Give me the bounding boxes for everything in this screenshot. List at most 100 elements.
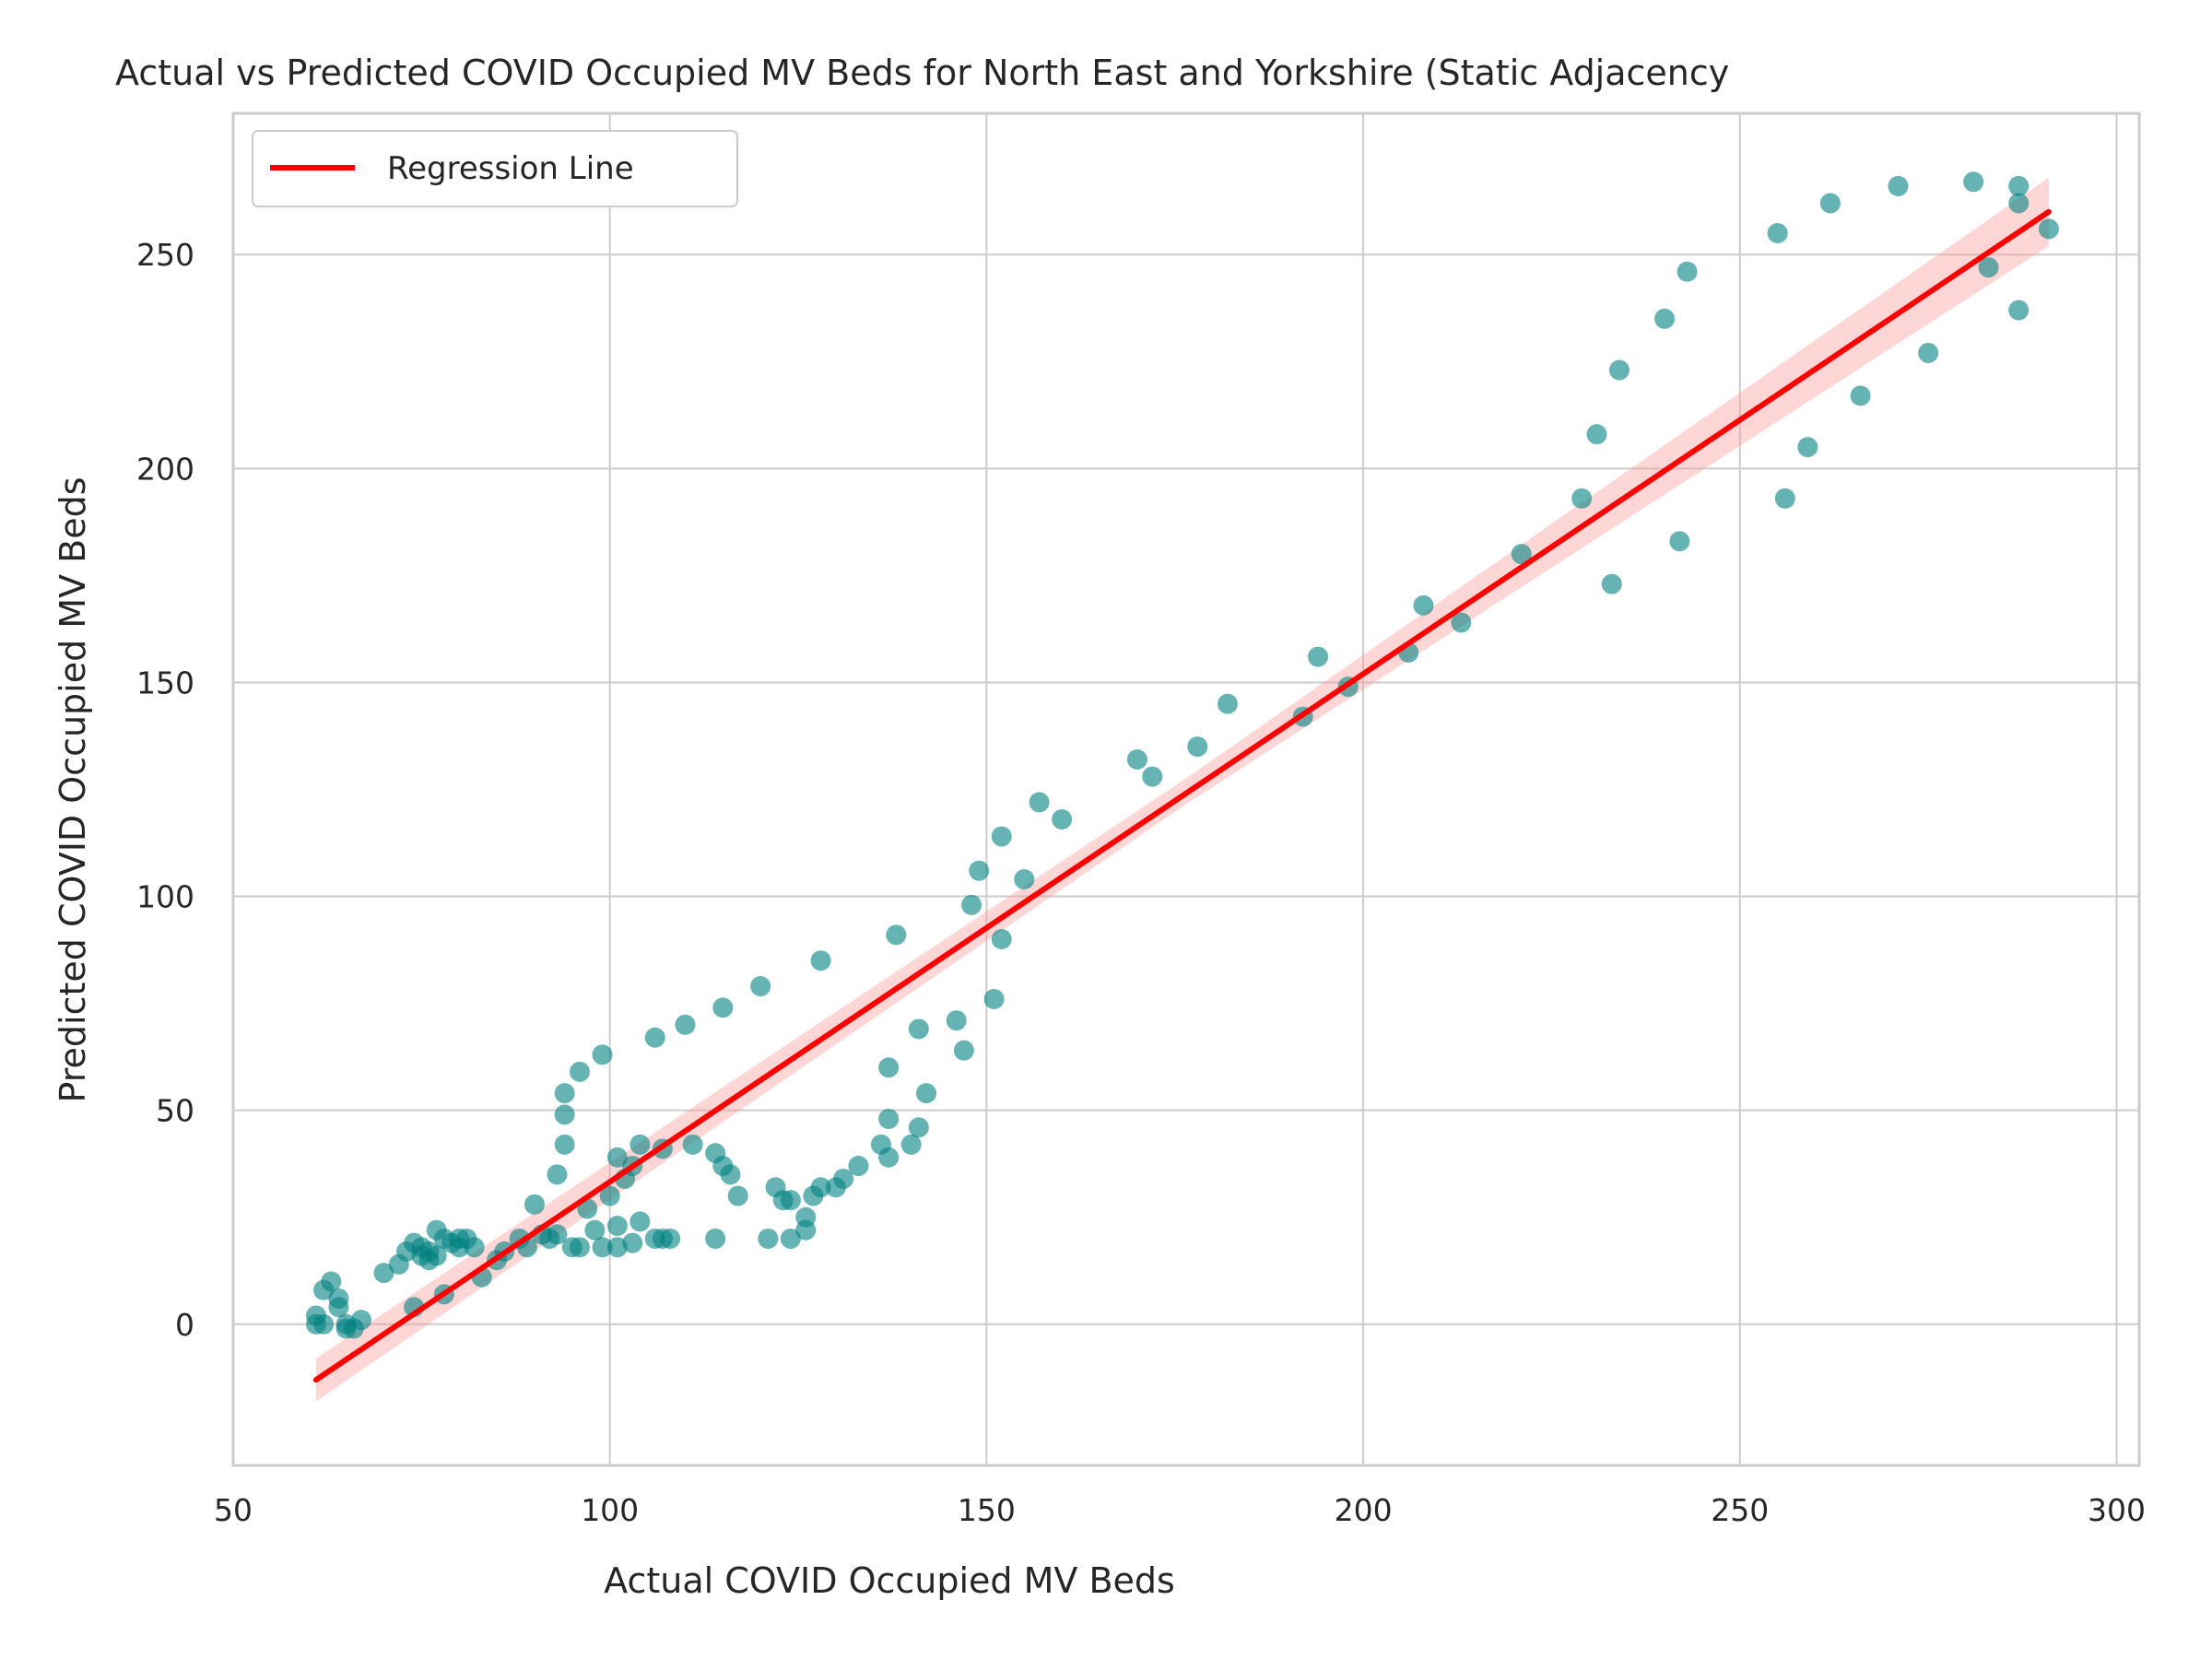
data-point [1586, 424, 1607, 445]
data-point [961, 894, 982, 915]
data-point [606, 1216, 628, 1237]
data-point [2008, 193, 2030, 214]
data-point [554, 1083, 575, 1104]
data-point [983, 988, 1005, 1009]
y-tick-label: 100 [136, 879, 194, 915]
data-point [1052, 808, 1073, 830]
data-point [1819, 193, 1841, 214]
data-point [570, 1061, 590, 1082]
data-point [969, 860, 990, 881]
x-tick-label: 150 [958, 1492, 1016, 1528]
data-point [758, 1228, 779, 1249]
data-point [547, 1224, 568, 1245]
data-point [848, 1156, 869, 1177]
data-point [1888, 175, 1909, 196]
data-point [584, 1219, 606, 1241]
data-point [878, 1147, 900, 1168]
data-point [547, 1164, 568, 1185]
data-point [1918, 342, 1939, 363]
data-point [2008, 175, 2030, 196]
data-point [991, 826, 1012, 847]
data-point [524, 1194, 545, 1215]
data-point [1774, 488, 1795, 509]
data-point [1014, 868, 1035, 889]
data-point [1217, 693, 1238, 714]
data-point [606, 1147, 628, 1168]
y-tick-label: 150 [136, 665, 194, 700]
data-point [1511, 544, 1532, 565]
data-point [1451, 612, 1472, 633]
legend: Regression Line [252, 130, 738, 207]
x-tick-label: 300 [2088, 1492, 2146, 1528]
regression-line-group [312, 208, 2052, 1383]
x-tick-label: 100 [581, 1492, 639, 1528]
data-point [464, 1237, 485, 1258]
data-point [795, 1219, 817, 1241]
data-point [2038, 218, 2059, 240]
data-point [780, 1228, 801, 1249]
data-point [727, 1185, 748, 1206]
data-point [1571, 488, 1593, 509]
data-point [810, 950, 831, 971]
data-point [2008, 300, 2030, 321]
y-tick-label: 0 [175, 1307, 194, 1343]
data-point [878, 1057, 900, 1078]
x-tick-label: 250 [1711, 1492, 1769, 1528]
data-point [908, 1018, 929, 1040]
data-point [1677, 261, 1698, 282]
data-point [1669, 531, 1690, 552]
data-point [1029, 792, 1050, 813]
data-point [720, 1164, 741, 1185]
data-point [1654, 308, 1676, 329]
data-point [1308, 646, 1329, 667]
y-tick-label: 50 [156, 1093, 194, 1129]
data-point [1767, 222, 1788, 243]
data-point [592, 1044, 613, 1065]
data-point [554, 1104, 575, 1125]
y-tick-label: 200 [136, 451, 194, 487]
legend-regression-label: Regression Line [387, 150, 634, 187]
data-point [780, 1190, 801, 1211]
y-axis-label: Predicted COVID Occupied MV Beds [53, 477, 93, 1102]
data-point [1609, 359, 1630, 381]
y-tick-labels: 0 50 100 150 200 250 [136, 237, 194, 1343]
data-point [629, 1134, 651, 1155]
data-point [570, 1237, 590, 1258]
data-point [426, 1245, 447, 1266]
data-point [1850, 385, 1871, 406]
data-point [1601, 573, 1622, 594]
plot-frame [231, 112, 2141, 1467]
data-point [644, 1027, 665, 1048]
data-point [599, 1185, 620, 1206]
data-point [350, 1310, 371, 1331]
data-point [833, 1168, 854, 1189]
data-point [660, 1228, 681, 1249]
data-point [953, 1040, 974, 1061]
regression-line [312, 208, 2052, 1383]
x-tick-label: 50 [214, 1492, 253, 1528]
data-point [1797, 437, 1818, 458]
confidence-band [315, 177, 2049, 1402]
data-point [675, 1014, 696, 1035]
data-point [900, 1134, 922, 1155]
data-point [886, 924, 907, 946]
data-point [1187, 736, 1208, 758]
data-point [682, 1134, 703, 1155]
y-tick-label: 250 [136, 237, 194, 273]
data-point [592, 1237, 613, 1258]
data-point [554, 1134, 575, 1155]
legend-box [252, 130, 738, 207]
data-point [916, 1083, 936, 1104]
data-point [321, 1271, 342, 1292]
data-point [946, 1010, 967, 1031]
confidence-band-group [315, 177, 2049, 1402]
data-point [328, 1297, 349, 1318]
data-point [750, 976, 771, 997]
data-point [1142, 766, 1163, 787]
data-point [373, 1263, 394, 1284]
data-point [1126, 749, 1147, 771]
data-point [1963, 171, 1984, 193]
data-point [810, 1177, 831, 1198]
data-point [878, 1108, 900, 1129]
